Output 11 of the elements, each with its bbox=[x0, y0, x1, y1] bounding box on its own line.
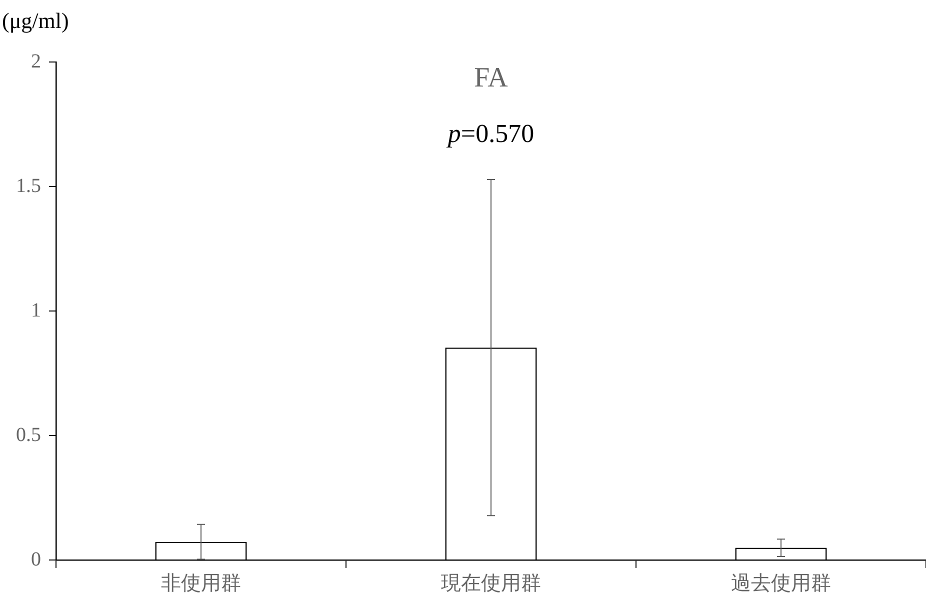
y-tick-label: 1 bbox=[31, 299, 41, 322]
y-tick-label: 0.5 bbox=[16, 424, 41, 446]
y-tick-label: 1.5 bbox=[16, 174, 41, 197]
chart-title: FA bbox=[474, 62, 509, 94]
y-tick-label: 0 bbox=[31, 548, 41, 570]
y-tick-label: 2 bbox=[31, 50, 41, 72]
annotation: p=0.570 bbox=[446, 118, 534, 148]
x-tick-label: 非使用群 bbox=[161, 572, 241, 594]
y-axis-title: (μg/ml) bbox=[2, 8, 69, 33]
x-tick-label: 過去使用群 bbox=[731, 572, 831, 594]
x-tick-label: 現在使用群 bbox=[441, 572, 541, 594]
